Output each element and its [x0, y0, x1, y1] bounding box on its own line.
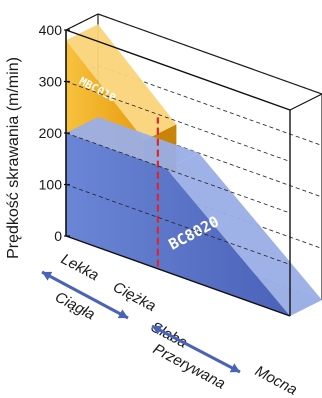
front-gridline-200	[65, 132, 291, 214]
y-tick-label-300: 300	[39, 74, 63, 90]
front-gridline-100	[65, 184, 291, 265]
y-axis-title: Prędkość skrawania (m/min)	[5, 57, 22, 259]
y-tick-label-200: 200	[39, 125, 63, 141]
group-arrow-0-head-end	[117, 309, 128, 319]
front-grid-layer	[65, 81, 291, 265]
y-tick-label-400: 400	[39, 22, 63, 38]
back-top-edge	[97, 13, 322, 95]
back-gridline-200	[97, 116, 322, 198]
x-group-label-0: Ciągła	[52, 289, 98, 324]
series-BC8020-top-face-0	[66, 117, 199, 169]
back-gridline-300	[97, 65, 322, 146]
x-axis-line	[65, 235, 291, 317]
group-arrow-0-head-start	[42, 271, 53, 281]
top-left-connector	[65, 13, 99, 31]
group-arrow-0	[41, 270, 129, 320]
group-arrow-0-shaft	[41, 270, 129, 320]
group-arrow-1-shaft	[151, 324, 241, 374]
group-arrow-1	[151, 324, 241, 374]
group-arrow-1-head-start	[152, 325, 163, 335]
front-gridline-300	[65, 81, 291, 162]
y-tick-label-0: 0	[54, 228, 62, 244]
front-top-edge	[65, 29, 291, 111]
group-arrow-1-head-end	[229, 363, 240, 373]
series-MBC010-top-face-0	[66, 24, 177, 141]
x-descriptor-label-0: Lekka	[58, 251, 101, 285]
back-gridline-100	[97, 168, 322, 249]
x-descriptor-label-3: Mocna	[252, 363, 300, 398]
x-group-label-1: Przerywana	[150, 341, 228, 393]
top-right-connector	[289, 93, 322, 111]
axis-layer	[64, 13, 322, 317]
series-BC8020-front-face	[66, 133, 290, 316]
series-BC8020-top-face-1	[166, 153, 322, 316]
x-descriptor-label-1: Ciężka	[110, 279, 158, 316]
y-tick-label-100: 100	[39, 177, 63, 193]
